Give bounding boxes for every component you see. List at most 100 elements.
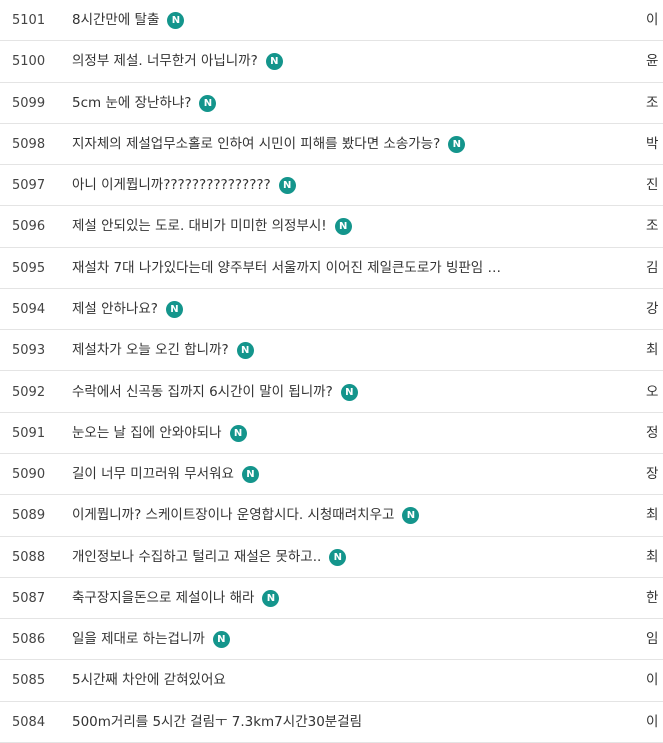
post-number: 5089: [12, 508, 46, 524]
post-row[interactable]: 5090 길이 너무 미끄러워 무서워요 N 장: [0, 454, 663, 496]
post-row[interactable]: 5087 축구장지을돈으로 제설이나 해라 N 한: [0, 578, 663, 620]
post-author: 강: [646, 300, 659, 317]
new-badge: N: [448, 135, 466, 153]
post-title[interactable]: 축구장지을돈으로 제설이나 해라 N: [72, 578, 280, 619]
post-number: 5098: [12, 136, 46, 152]
title-text[interactable]: 제설 안하나요?: [72, 300, 158, 317]
post-title[interactable]: 일을 제대로 하는겁니까 N: [72, 619, 230, 660]
post-author: 김: [646, 259, 659, 276]
post-row[interactable]: 5098 지자체의 제설업무소홀로 인하여 시민이 피해를 봤다면 소송가능? N 박: [0, 124, 663, 166]
title-text[interactable]: 축구장지을돈으로 제설이나 해라: [72, 589, 255, 606]
new-badge: N: [265, 53, 283, 71]
post-row[interactable]: 5096 제설 안되있는 도로. 대비가 미미한 의정부시! N 조: [0, 206, 663, 248]
post-row[interactable]: 5091 눈오는 날 집에 안와야되나 N 정: [0, 413, 663, 455]
title-text[interactable]: 이게뭡니까? 스케이트장이나 운영합시다. 시청때려치우고: [72, 507, 395, 524]
post-number: 5100: [12, 54, 46, 70]
post-title[interactable]: 눈오는 날 집에 안와야되나 N: [72, 413, 247, 454]
post-title[interactable]: 제설차가 오늘 오긴 합니까? N: [72, 330, 254, 371]
new-badge: N: [334, 218, 352, 236]
post-row[interactable]: 5088 개인정보나 수집하고 털리고 재설은 못하고.. N 최: [0, 537, 663, 578]
post-row[interactable]: 5089 이게뭡니까? 스케이트장이나 운영합시다. 시청때려치우고 N 최: [0, 495, 663, 537]
post-author: 이: [646, 12, 659, 28]
post-title[interactable]: 길이 너무 미끄러워 무서워요 N: [72, 454, 259, 495]
post-author: 진: [646, 177, 659, 194]
post-title[interactable]: 500m거리를 5시간 걸림ㅜ 7.3km7시간30분걸림: [72, 702, 362, 743]
post-row[interactable]: 5101 8시간만에 탈출 N 이: [0, 0, 663, 42]
post-number: 5087: [12, 590, 46, 606]
post-title[interactable]: 8시간만에 탈출 N: [72, 0, 185, 41]
post-number: 5085: [12, 673, 46, 689]
post-title[interactable]: 이게뭡니까? 스케이트장이나 운영합시다. 시청때려치우고 N: [72, 495, 420, 536]
post-number: 5101: [12, 13, 46, 28]
post-number: 5094: [12, 301, 46, 317]
new-badge: N: [329, 548, 347, 566]
post-number: 5088: [12, 549, 46, 565]
post-author: 이: [646, 713, 659, 730]
post-title[interactable]: 제설 안되있는 도로. 대비가 미미한 의정부시! N: [72, 206, 352, 247]
new-badge: N: [199, 94, 217, 112]
post-row[interactable]: 5099 5cm 눈에 장난하냐? N 조: [0, 83, 663, 124]
post-row[interactable]: 5093 제설차가 오늘 오긴 합니까? N 최: [0, 330, 663, 372]
post-author: 이: [646, 672, 659, 689]
post-row[interactable]: 5086 일을 제대로 하는겁니까 N 임: [0, 619, 663, 661]
post-title[interactable]: 재설차 7대 나가있다는데 양주부터 서울까지 이어진 제일큰도로가 빙판임 …: [72, 248, 501, 289]
post-number: 5092: [12, 384, 46, 400]
title-text[interactable]: 5cm 눈에 장난하냐?: [72, 94, 192, 111]
post-row[interactable]: 5092 수락에서 신곡동 집까지 6시간이 말이 됩니까? N 오: [0, 372, 663, 413]
new-badge: N: [167, 12, 185, 29]
new-badge: N: [165, 300, 183, 318]
title-text[interactable]: 제설 안되있는 도로. 대비가 미미한 의정부시!: [72, 218, 327, 235]
post-author: 장: [646, 466, 659, 483]
title-text[interactable]: 아니 이게뭡니까???????????????: [72, 177, 271, 194]
post-author: 박: [646, 135, 659, 152]
post-title[interactable]: 아니 이게뭡니까??????????????? N: [72, 165, 296, 206]
new-badge: N: [278, 177, 296, 195]
title-text[interactable]: 재설차 7대 나가있다는데 양주부터 서울까지 이어진 제일큰도로가 빙판임 …: [72, 259, 502, 276]
post-author: 조: [646, 218, 659, 235]
post-title[interactable]: 개인정보나 수집하고 털리고 재설은 못하고.. N: [72, 537, 347, 578]
post-author: 한: [646, 589, 659, 606]
title-text[interactable]: 길이 너무 미끄러워 무서워요: [72, 466, 234, 483]
title-text[interactable]: 개인정보나 수집하고 털리고 재설은 못하고..: [72, 548, 322, 565]
post-row[interactable]: 5095 재설차 7대 나가있다는데 양주부터 서울까지 이어진 제일큰도로가 빙…: [0, 248, 663, 289]
title-text[interactable]: 눈오는 날 집에 안와야되나: [72, 424, 222, 441]
post-author: 오: [646, 383, 659, 400]
post-author: 최: [646, 548, 659, 565]
post-number: 5086: [12, 632, 46, 648]
title-text[interactable]: 5시간째 차안에 갇혀있어요: [72, 672, 226, 689]
post-author: 최: [646, 342, 659, 359]
post-author: 윤: [646, 53, 659, 70]
title-text[interactable]: 의정부 제설. 너무한거 아닙니까?: [72, 53, 258, 70]
post-row[interactable]: 5100 의정부 제설. 너무한거 아닙니까? N 윤: [0, 41, 663, 83]
post-title[interactable]: 의정부 제설. 너무한거 아닙니까? N: [72, 41, 283, 82]
post-author: 임: [646, 631, 659, 648]
post-title[interactable]: 수락에서 신곡동 집까지 6시간이 말이 됩니까? N: [72, 372, 358, 413]
title-text[interactable]: 제설차가 오늘 오긴 합니까?: [72, 342, 229, 359]
post-row[interactable]: 5094 제설 안하나요? N 강: [0, 289, 663, 331]
post-number: 5093: [12, 343, 46, 359]
post-number: 5090: [12, 467, 46, 483]
post-title[interactable]: 제설 안하나요? N: [72, 289, 183, 330]
post-number: 5097: [12, 178, 46, 194]
new-badge: N: [340, 383, 358, 401]
post-row[interactable]: 5085 5시간째 차안에 갇혀있어요 이: [0, 660, 663, 702]
post-number: 5099: [12, 95, 46, 111]
title-text[interactable]: 수락에서 신곡동 집까지 6시간이 말이 됩니까?: [72, 383, 333, 400]
title-text[interactable]: 지자체의 제설업무소홀로 인하여 시민이 피해를 봤다면 소송가능?: [72, 135, 441, 152]
post-row[interactable]: 5084 500m거리를 5시간 걸림ㅜ 7.3km7시간30분걸림 이: [0, 702, 663, 743]
new-badge: N: [241, 466, 259, 484]
post-author: 최: [646, 507, 659, 524]
post-title[interactable]: 5cm 눈에 장난하냐? N: [72, 83, 217, 124]
post-title[interactable]: 5시간째 차안에 갇혀있어요: [72, 660, 226, 701]
post-row[interactable]: 5097 아니 이게뭡니까??????????????? N 진: [0, 165, 663, 207]
post-author: 정: [646, 424, 659, 441]
post-author: 조: [646, 94, 659, 111]
post-title[interactable]: 지자체의 제설업무소홀로 인하여 시민이 피해를 봤다면 소송가능? N: [72, 124, 466, 165]
title-text[interactable]: 500m거리를 5시간 걸림ㅜ 7.3km7시간30분걸림: [72, 713, 363, 730]
new-badge: N: [229, 424, 247, 442]
title-text[interactable]: 8시간만에 탈출: [72, 12, 160, 28]
title-text[interactable]: 일을 제대로 하는겁니까: [72, 631, 205, 648]
new-badge: N: [402, 507, 420, 525]
